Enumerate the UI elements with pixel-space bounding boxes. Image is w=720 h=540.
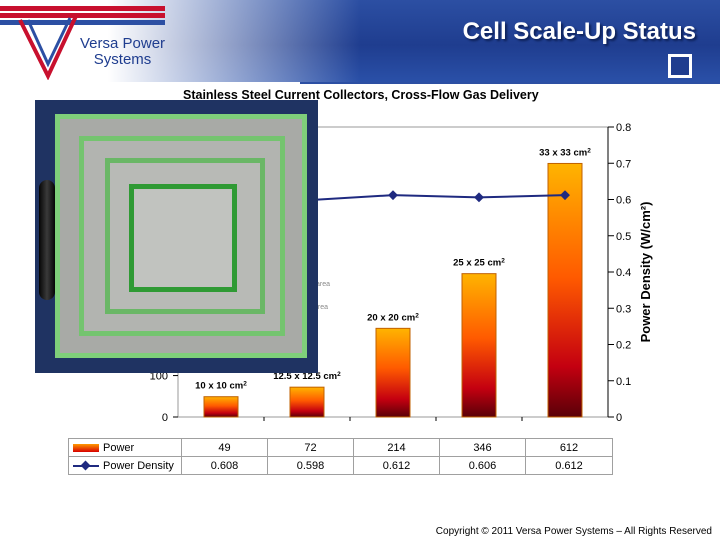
bar-label: 10 x 10 cm2 <box>195 380 247 392</box>
pen-in-photo <box>39 180 55 300</box>
bar-label-superscript: 2 <box>243 380 247 387</box>
bar-power <box>375 327 411 418</box>
bar-power <box>203 396 239 418</box>
right-tick-label: 0.3 <box>616 303 631 315</box>
table-cell: 49 <box>181 438 268 457</box>
table-cell: 0.608 <box>181 456 268 475</box>
bar-label: 33 x 33 cm2 <box>539 147 591 159</box>
logo-v-icon <box>18 15 78 80</box>
left-tick-label: 0 <box>162 412 168 424</box>
header-underline <box>300 82 720 84</box>
table-row-power: Power 49 72 214 346 612 <box>68 438 613 457</box>
power-swatch-icon <box>73 443 99 452</box>
chart-labels: 10 x 10 cm2 12.5 x 12.5 cm2 20 x 20 cm2 25 … <box>195 147 591 392</box>
logo-text: Versa Power Systems <box>80 36 165 68</box>
table-label-power-density-text: Power Density <box>103 459 174 472</box>
point-power-density <box>388 190 398 201</box>
right-tick-label: 0.6 <box>616 195 631 207</box>
point-power-density <box>474 192 484 203</box>
bar-label-superscript: 2 <box>415 312 419 319</box>
partial-annotation-2: area <box>314 304 329 311</box>
bar-label: 25 x 25 cm2 <box>453 257 505 269</box>
right-tick-label: 0.8 <box>616 122 631 134</box>
page-title: Cell Scale-Up Status <box>462 18 696 45</box>
data-table: Power 49 72 214 346 612 Power Density 0.… <box>68 438 613 475</box>
table-cell: 346 <box>439 438 526 457</box>
table-label-power-density: Power Density <box>68 456 182 475</box>
bar-label-superscript: 2 <box>587 147 591 154</box>
right-tick-label: 0.1 <box>616 376 631 388</box>
right-tick-label: 0.5 <box>616 231 631 243</box>
bar-label: 12.5 x 12.5 cm2 <box>273 371 341 383</box>
table-cell: 0.612 <box>525 456 613 475</box>
table-cell: 612 <box>525 438 613 457</box>
table-label-power: Power <box>68 438 182 457</box>
cell-photo <box>35 100 318 373</box>
table-label-power-text: Power <box>103 441 135 454</box>
right-tick-label: 0.7 <box>616 158 631 170</box>
right-tick-label: 0.2 <box>616 340 631 352</box>
logo-line2: Systems <box>93 51 152 68</box>
bar-power <box>289 386 325 418</box>
point-power-density <box>560 190 570 201</box>
table-cell: 72 <box>267 438 354 457</box>
copyright-text: Copyright © 2011 Versa Power Systems – A… <box>435 526 712 537</box>
right-axis-label: Power Density (W/cm²) <box>638 202 653 343</box>
power-density-swatch-icon <box>73 464 99 467</box>
bar-power <box>547 162 583 418</box>
chart-bars <box>203 162 583 418</box>
logo-line1: Versa Power <box>80 35 166 52</box>
table-cell: 214 <box>353 438 440 457</box>
partial-annotation-1: area <box>316 281 331 288</box>
right-tick-label: 0 <box>616 412 622 424</box>
header-banner: Versa Power Systems Cell Scale-Up Status <box>0 0 720 82</box>
chart-title: Stainless Steel Current Collectors, Cros… <box>183 88 539 102</box>
logo-stripes-icon <box>0 6 165 25</box>
bar-label-superscript: 2 <box>337 371 341 378</box>
left-tick-label: 100 <box>150 371 168 383</box>
bar-label: 20 x 20 cm2 <box>367 312 419 324</box>
table-cell: 0.606 <box>439 456 526 475</box>
corner-square-icon <box>668 54 692 78</box>
bar-power <box>461 273 497 418</box>
table-cell: 0.598 <box>267 456 354 475</box>
right-tick-label: 0.4 <box>616 267 631 279</box>
table-row-power-density: Power Density 0.608 0.598 0.612 0.606 0.… <box>68 456 613 475</box>
table-cell: 0.612 <box>353 456 440 475</box>
bar-label-superscript: 2 <box>501 257 505 264</box>
